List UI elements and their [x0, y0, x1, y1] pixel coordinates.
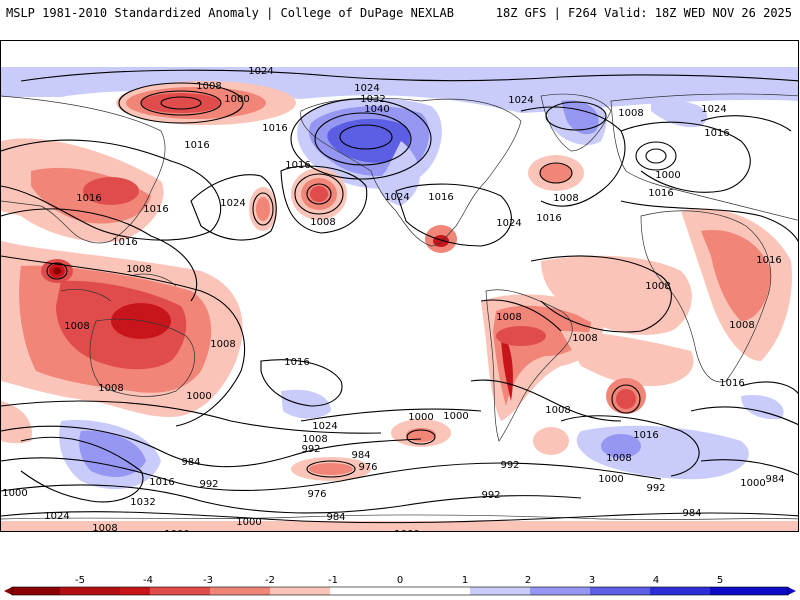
colorbar-tick-label: -4: [143, 575, 153, 586]
colorbar-tick-label: -2: [265, 575, 275, 586]
isobar-label: 992: [301, 444, 320, 455]
isobar-label: 1016: [76, 193, 101, 204]
isobars: [1, 69, 798, 524]
isobar-label: 976: [307, 489, 326, 500]
isobar-label: 1008: [618, 108, 643, 119]
isobar-label: 1008: [729, 320, 754, 331]
isobar-label: 1016: [143, 204, 168, 215]
colorbar-tick-label: 5: [717, 575, 723, 586]
isobar-labels: 1024 1008 1000 1024 1032 1040 1024 1008 …: [2, 66, 784, 532]
colorbar-band: [4, 586, 796, 596]
isobar-label: 1000: [224, 94, 249, 105]
isobar-label: 1016: [536, 213, 561, 224]
isobar-label: 1016: [184, 140, 209, 151]
isobar-label: 984: [181, 457, 200, 468]
header-bar: MSLP 1981-2010 Standardized Anomaly | Co…: [0, 0, 800, 26]
colorbar: -5 -4 -3 -2 -1 0 1 2 3 4 5: [0, 572, 800, 600]
isobar-label: 1016: [719, 378, 744, 389]
isobar-label: 1008: [98, 383, 123, 394]
isobar-label: 1008: [126, 264, 151, 275]
isobar-label: 1032: [130, 497, 155, 508]
isobar-label: 1000: [164, 529, 189, 532]
isobar-label: 1000: [655, 170, 680, 181]
isobar-label: 1024: [220, 198, 245, 209]
isobar-label: 1000: [740, 478, 765, 489]
isobar-label: 1016: [284, 357, 309, 368]
isobar-label: 992: [646, 483, 665, 494]
isobar-label: 1016: [112, 237, 137, 248]
colorbar-graphic: -5 -4 -3 -2 -1 0 1 2 3 4 5: [4, 575, 796, 596]
colorbar-tick-label: 4: [653, 575, 659, 586]
isobar-label: 1024: [354, 83, 379, 94]
colorbar-tick-label: 3: [589, 575, 595, 586]
isobar-label: 1040: [364, 104, 389, 115]
colorbar-tick-label: 0: [397, 575, 403, 586]
isobar-label: 1024: [44, 511, 69, 522]
isobar-label: 1000: [598, 474, 623, 485]
isobar-label: 1008: [606, 453, 631, 464]
isobar-label: 1000: [443, 411, 468, 422]
anomaly-shading: [1, 67, 798, 531]
isobar-label: 976: [358, 462, 377, 473]
isobar-label: 1024: [312, 421, 337, 432]
isobar-label: 1016: [648, 188, 673, 199]
isobar-label: 1008: [496, 312, 521, 323]
isobar-label: 1024: [508, 95, 533, 106]
colorbar-tick-label: -1: [328, 575, 338, 586]
isobar-label: 1008: [302, 434, 327, 445]
isobar-label: 1008: [92, 523, 117, 532]
isobar-label: 1016: [756, 255, 781, 266]
map-title: MSLP 1981-2010 Standardized Anomaly | Co…: [6, 6, 454, 20]
isobar-label: 1000: [408, 412, 433, 423]
isobar-label: 1024: [496, 218, 521, 229]
isobar-label: 984: [326, 512, 345, 523]
anomaly-map: 1024 1008 1000 1024 1032 1040 1024 1008 …: [1, 66, 798, 532]
isobar-label: 992: [500, 460, 519, 471]
isobar-label: 1008: [572, 333, 597, 344]
isobar-label: 1024: [701, 104, 726, 115]
isobar-label: 1016: [704, 128, 729, 139]
colorbar-tick-label: -5: [75, 575, 85, 586]
isobar-label: 1016: [262, 123, 287, 134]
isobar-label: 992: [481, 490, 500, 501]
isobar-label: 1000: [236, 517, 261, 528]
isobar-label: 1016: [149, 477, 174, 488]
isobar-label: 1000: [2, 488, 27, 499]
map-panel: 1024 1008 1000 1024 1032 1040 1024 1008 …: [0, 40, 799, 532]
colorbar-tick-label: -3: [203, 575, 213, 586]
isobar-label: 1000: [186, 391, 211, 402]
colorbar-tick-label: 2: [525, 575, 531, 586]
isobar-label: 1024: [248, 66, 273, 77]
isobar-label: 1024: [384, 192, 409, 203]
isobar-label: 1000: [394, 529, 419, 532]
isobar-label: 1016: [428, 192, 453, 203]
isobar-label: 992: [199, 479, 218, 490]
isobar-label: 1008: [64, 321, 89, 332]
isobar-label: 1016: [285, 160, 310, 171]
isobar-label: 984: [682, 508, 701, 519]
isobar-label: 1016: [633, 430, 658, 441]
isobar-label: 1008: [196, 81, 221, 92]
isobar-label: 1008: [545, 405, 570, 416]
isobar-label: 1008: [553, 193, 578, 204]
model-run-info: 18Z GFS | F264 Valid: 18Z WED NOV 26 202…: [495, 6, 792, 20]
isobar-label: 984: [351, 450, 370, 461]
isobar-label: 1032: [360, 94, 385, 105]
isobar-label: 1008: [310, 217, 335, 228]
colorbar-ticks: -5 -4 -3 -2 -1 0 1 2 3 4 5: [75, 575, 723, 586]
isobar-label: 984: [765, 474, 784, 485]
colorbar-tick-label: 1: [462, 575, 468, 586]
isobar-label: 1008: [645, 281, 670, 292]
isobar-label: 1008: [210, 339, 235, 350]
